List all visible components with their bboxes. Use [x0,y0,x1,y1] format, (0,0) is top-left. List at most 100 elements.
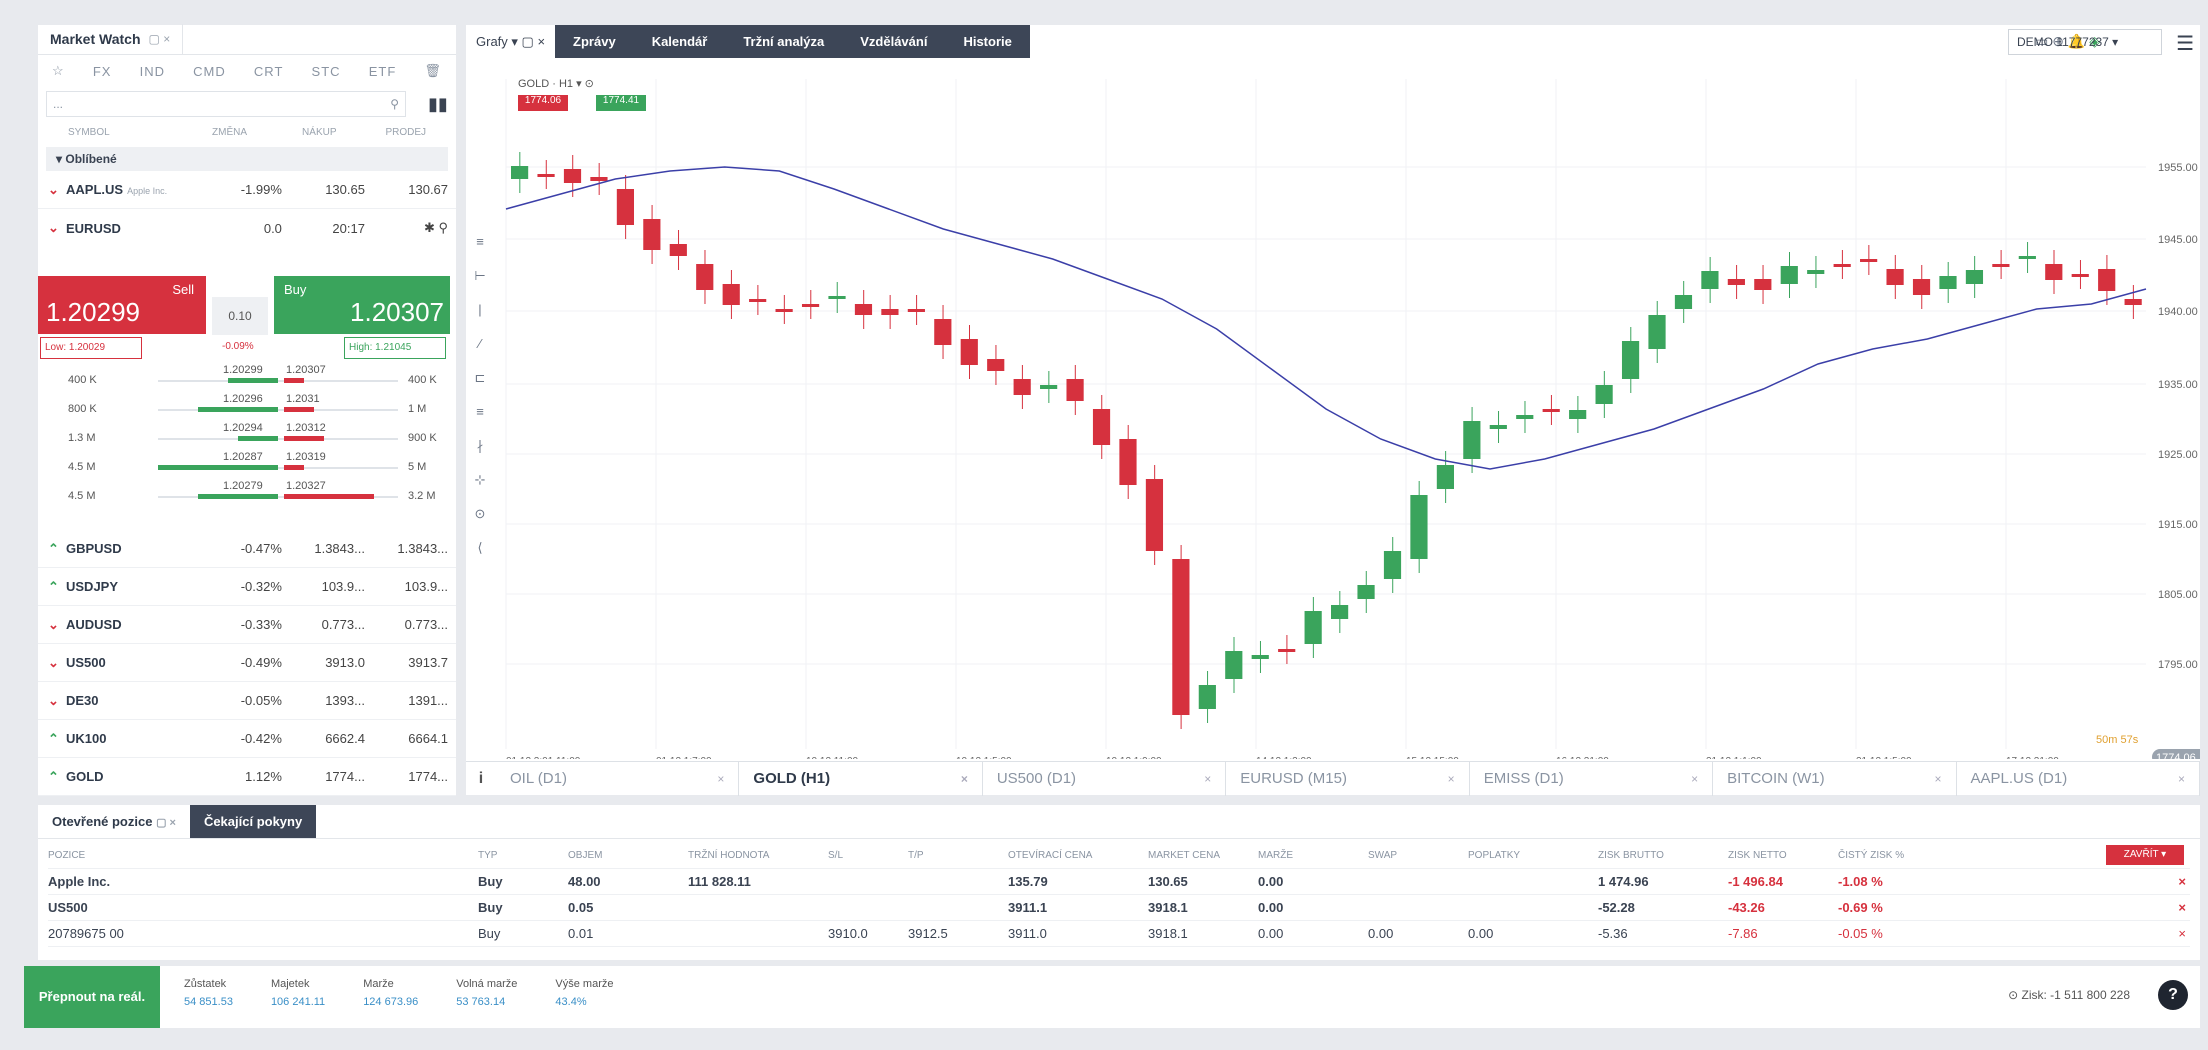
candle [590,177,608,181]
drawing-tools[interactable]: ≡ ⊢ | ∕ ⊏ ≡ ∤ ⊹ ⊙ ⟨ [474,234,486,555]
tab-kalendar[interactable]: Kalendář [633,25,726,58]
chart-tab[interactable]: US500 (D1) × [983,762,1227,796]
search-input[interactable]: ... ⚲ [46,91,406,117]
tab-open-positions[interactable]: Otevřené pozice ▢ × [52,814,176,829]
close-icon[interactable]: × [1447,772,1455,786]
symbol-row[interactable]: ⌃ GBPUSD -0.47% 1.3843... 1.3843... [38,530,456,568]
candle [1833,264,1851,267]
candle [1410,495,1428,559]
tab-historie[interactable]: Historie [945,25,1030,58]
x-tick-label: 14.12 1:2:00 [1256,756,1312,759]
close-icon[interactable]: × [1934,772,1942,786]
toolbar-icons[interactable]: ▭ ⊕ 🔔 ◈ [2035,33,2100,49]
buy-button[interactable]: Buy 1.20307 [274,276,450,334]
close-icon[interactable]: × [1204,772,1212,786]
x-tick-label: 15.12 15:00 [1406,756,1459,759]
down-arrow-icon: ⌄ [48,692,59,708]
position-row[interactable]: 20789675 00 Buy 0.01 3910.0 3912.5 3911.0 3918… [48,921,2190,947]
chart-tab[interactable]: OIL (D1) × [496,762,740,796]
account-select[interactable]: DEMO 11777237 ▾ [2008,29,2162,55]
symbol-row[interactable]: ⌄ DE30 -0.05% 1393... 1391... [38,682,456,720]
price-chart[interactable]: 1955.00 1945.00 1940.00 1935.00 1925.00 1915.… [496,59,2200,759]
close-position-icon[interactable]: × [2178,926,2186,941]
depth-row: 4.5 M 1.20279 1.20327 3.2 M [68,480,436,502]
cat-fav[interactable]: ☆ [52,63,65,78]
candle [1145,479,1164,551]
symbol-row[interactable]: ⌄ AUDUSD -0.33% 0.773... 0.773... [38,606,456,644]
candle [669,244,687,256]
chart-buy-button[interactable]: 1774.41 [596,95,646,111]
chart-panel: Grafy ▾ ▢ × Zprávy Kalendář Tržní analýz… [466,25,2200,796]
close-icon[interactable]: × [717,772,725,786]
candle [1939,276,1957,289]
tab-analyza[interactable]: Tržní analýza [725,25,843,58]
candle [1965,270,1984,284]
chart-sell-button[interactable]: 1774.06 [518,95,568,111]
market-watch-tab[interactable]: Market Watch ▢ × [38,24,184,54]
candle [1172,559,1190,715]
candle [1780,266,1798,284]
candle [511,166,529,179]
candle-timer: 50m 57s [2096,734,2139,746]
y-tick-label: 1795.00 [2158,659,2198,671]
chart-info-icon[interactable]: i [478,770,484,787]
symbol-row[interactable]: ⌃ GOLD 1.12% 1774... 1774... [38,758,456,796]
candle [854,304,873,315]
chart-tab[interactable]: EURUSD (M15) × [1226,762,1470,796]
cat-cmd[interactable]: CMD [193,63,226,79]
candle [828,296,846,299]
close-position-icon[interactable]: × [2178,900,2186,915]
trash-icon[interactable]: 🗑 [424,63,442,78]
profit-readout: ⊙ Zisk: -1 511 800 228 [2008,988,2130,1002]
candle [1595,385,1613,404]
cat-etf[interactable]: ETF [368,63,397,79]
symbol-row[interactable]: ⌃ UK100 -0.42% 6662.4 6664.1 [38,720,456,758]
candle [2124,299,2142,305]
tab-vzdelavani[interactable]: Vzdělávání [842,25,946,58]
candle [1383,551,1402,579]
chart-tab[interactable]: AAPL.US (D1) × [1957,762,2200,796]
candle [934,319,952,345]
candle [1912,279,1931,295]
symbol-row-expanded[interactable]: ⌄ EURUSD 0.0 20:17 ✱ ⚲ [48,220,449,236]
menu-icon[interactable]: ☰ [2176,33,2194,55]
close-icon[interactable]: × [960,772,968,786]
position-row[interactable]: Apple Inc. Buy 48.00 111 828.11 135.79 130.65… [48,869,2190,895]
sell-button[interactable]: Sell 1.20299 [38,276,206,334]
candle [1225,651,1243,679]
low-badge: Low: 1.20029 [40,337,142,359]
close-icon[interactable]: × [1691,772,1699,786]
position-row[interactable]: US500 Buy 0.05 3911.1 3918.1 0.00 -52.28 -43.26… [48,895,2190,921]
chart-tab[interactable]: GOLD (H1) × [739,762,983,796]
top-tabs: Grafy ▾ ▢ × Zprávy Kalendář Tržní analýz… [466,25,1030,58]
cat-ind[interactable]: IND [139,63,165,79]
candle [1013,379,1031,395]
tab-grafy[interactable]: Grafy ▾ ▢ × [466,25,556,58]
symbol-row[interactable]: ⌄ AAPL.US Apple Inc. -1.99% 130.65 130.67 [38,171,456,209]
candle [616,189,634,225]
help-icon[interactable]: ? [2158,980,2188,1010]
switch-real-button[interactable]: Přepnout na reál. [24,966,160,1028]
close-all-button[interactable]: ZAVŘÍT ▾ [2106,845,2184,865]
cat-stc[interactable]: STC [311,63,341,79]
chart-tab[interactable]: BITCOIN (W1) × [1713,762,1957,796]
candle [1754,279,1772,290]
symbol-row[interactable]: ⌄ US500 -0.49% 3913.0 3913.7 [38,644,456,682]
candle [1331,605,1349,619]
account-footer: Přepnout na reál. Zůstatek 54 851.53 Majet… [24,966,2200,1028]
down-arrow-icon: ⌄ [48,654,59,670]
close-icon[interactable]: ▢ × [148,32,171,46]
tab-pending-orders[interactable]: Čekající pokyny [189,805,317,838]
lot-input[interactable]: 0.10 [212,297,268,335]
view-toggle-icon[interactable]: ▮▮ [428,93,448,114]
group-favorites[interactable]: ▾ Oblíbené [46,147,448,171]
depth-row: 400 K 1.20299 1.20307 400 K [68,364,437,386]
close-icon[interactable]: × [2177,772,2185,786]
tab-zpravy[interactable]: Zprávy [555,25,634,58]
close-position-icon[interactable]: × [2178,874,2186,889]
cat-crt[interactable]: CRT [253,63,284,79]
chart-tab[interactable]: EMISS (D1) × [1470,762,1714,796]
candle [1066,379,1084,401]
symbol-row[interactable]: ⌃ USDJPY -0.32% 103.9... 103.9... [38,568,456,606]
cat-fx[interactable]: FX [92,63,112,79]
